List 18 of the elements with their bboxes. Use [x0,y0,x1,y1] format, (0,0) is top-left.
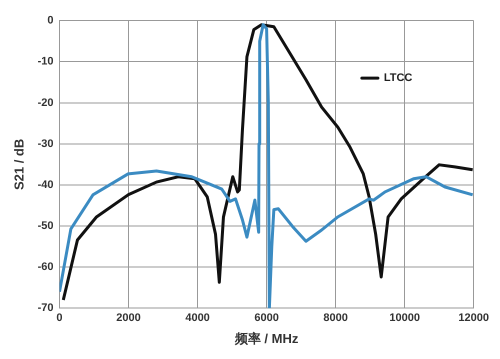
x-tick-label: 6000 [254,312,279,324]
x-tick-label: 4000 [185,312,210,324]
y-tick-label: -50 [38,220,54,232]
x-tick-label: 10000 [389,312,420,324]
x-tick-label: 8000 [323,312,348,324]
y-tick-label: -30 [38,138,54,150]
y-tick-label: -10 [38,56,54,68]
legend-label: LTCC [384,72,412,84]
y-tick-label: 0 [47,14,54,27]
x-tick-label: 12000 [458,312,490,324]
y-tick-label: -20 [38,96,54,109]
x-tick-label: 0 [56,312,63,324]
y-tick-label: -60 [38,261,54,274]
y-tick-label: -70 [38,302,54,314]
x-tick-label: 2000 [116,312,141,324]
x-axis-title: 频率 / MHz [234,330,299,346]
y-axis-title: S21 / dB [11,138,26,190]
y-tick-label: -40 [38,178,54,191]
